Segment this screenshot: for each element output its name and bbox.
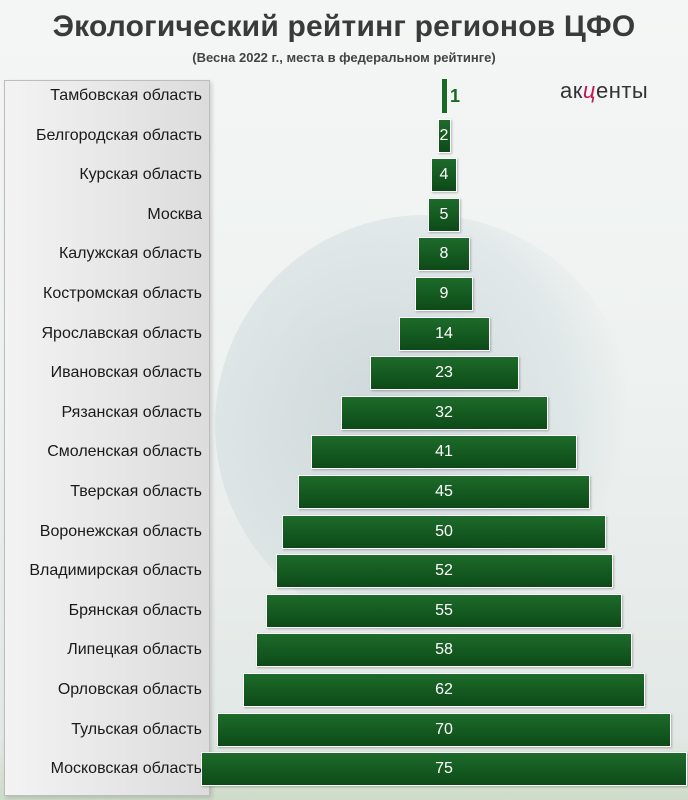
data-label: 62: [435, 681, 453, 698]
bar: [201, 752, 687, 787]
data-label: 4: [439, 166, 449, 184]
data-label: 32: [435, 403, 453, 421]
bar: [266, 593, 622, 628]
category-label: Смоленская область: [47, 443, 202, 461]
bar: [340, 395, 548, 430]
category-label: Воронежская область: [39, 522, 202, 540]
bar: [428, 197, 460, 232]
bar: [418, 237, 470, 272]
category-label: Ярославская область: [41, 324, 202, 342]
bar: [298, 475, 590, 509]
data-label: 14: [435, 324, 453, 342]
bar: [437, 118, 451, 153]
data-label: 58: [435, 641, 453, 659]
chart-subtitle: (Весна 2022 г., места в федеральном рейт…: [192, 50, 496, 65]
brand-logo: акценты: [560, 78, 648, 104]
chart-title: Экологический рейтинг регионов ЦФО: [52, 10, 636, 43]
category-label: Брянская область: [68, 601, 202, 619]
data-label: 2: [439, 126, 449, 144]
category-label: Рязанская область: [61, 403, 202, 421]
category-label: Тверская область: [70, 483, 202, 500]
bar: [398, 316, 490, 351]
bar: [311, 435, 577, 470]
category-label: Московская область: [50, 760, 202, 778]
data-label: 52: [435, 562, 453, 580]
data-label: 23: [435, 364, 453, 382]
category-label: Липецкая область: [67, 641, 202, 659]
data-label: 50: [435, 522, 453, 540]
data-label: 9: [439, 285, 449, 302]
data-label: 5: [439, 205, 449, 223]
category-label: Ивановская область: [50, 364, 202, 382]
category-label: Москва: [147, 205, 202, 223]
bar: [415, 277, 473, 311]
data-label: 45: [435, 483, 453, 500]
bar: [217, 712, 671, 747]
category-label: Тамбовская область: [50, 87, 202, 104]
category-label: Владимирская область: [29, 562, 202, 580]
logo-suffix: енты: [595, 78, 649, 103]
data-label: 75: [435, 760, 453, 778]
bar: [431, 158, 457, 193]
bar: [256, 633, 632, 668]
data-label: 41: [435, 443, 453, 461]
category-label: Курская область: [79, 166, 202, 184]
category-label: Тульская область: [71, 720, 202, 738]
category-label: Белгородская область: [36, 126, 202, 144]
category-label: Костромская область: [43, 285, 202, 302]
category-label: Орловская область: [57, 681, 202, 698]
bar: [282, 514, 606, 549]
logo-prefix: ак: [560, 78, 583, 103]
bar: [243, 673, 645, 707]
bar: [441, 79, 447, 113]
logo-accent: ц: [582, 78, 596, 103]
category-label-panel: [4, 80, 210, 796]
data-label: 1: [450, 86, 461, 106]
category-label: Калужская область: [58, 245, 202, 263]
bar: [275, 554, 613, 589]
data-label: 55: [435, 601, 453, 619]
bar: [369, 356, 519, 391]
data-label: 70: [435, 720, 453, 738]
data-label: 8: [439, 245, 449, 263]
